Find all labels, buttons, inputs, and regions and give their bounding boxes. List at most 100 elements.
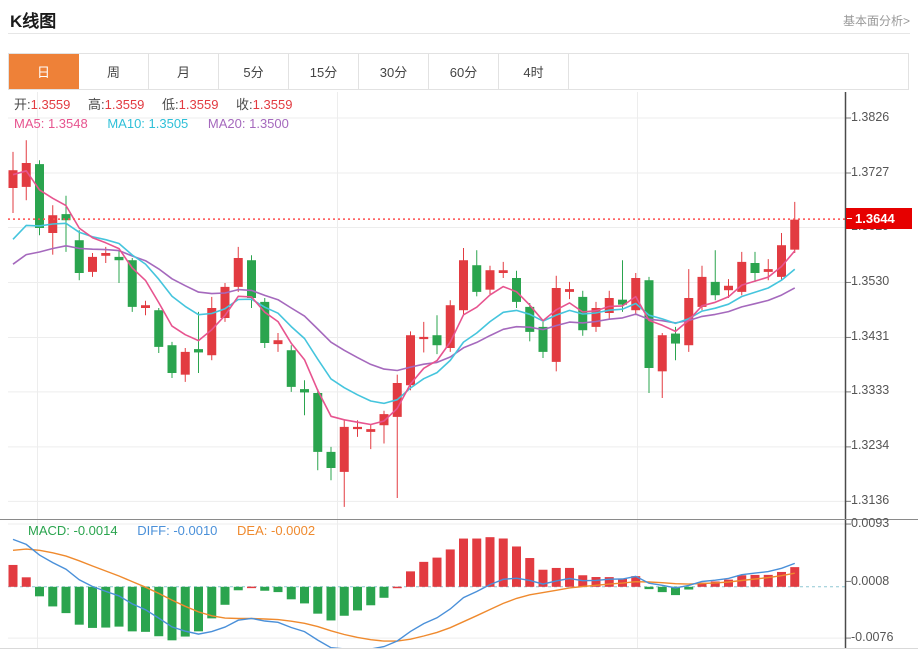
macd-bar bbox=[88, 586, 97, 628]
candle bbox=[260, 301, 270, 343]
macd-bar bbox=[101, 586, 111, 628]
candle bbox=[724, 285, 733, 291]
tab-30min[interactable]: 30分 bbox=[359, 54, 429, 89]
macd-bar bbox=[459, 538, 468, 587]
close-label: 收: bbox=[236, 97, 253, 112]
macd-bar bbox=[406, 571, 415, 587]
macd-legend: MACD: -0.0014 DIFF: -0.0010 DEA: -0.0002 bbox=[28, 523, 315, 538]
macd-bar bbox=[392, 586, 402, 589]
open-label: 开: bbox=[14, 97, 31, 112]
macd-bar bbox=[326, 586, 336, 621]
macd-bar bbox=[644, 586, 654, 590]
macd-value: MACD: -0.0014 bbox=[28, 523, 118, 538]
macd-bar bbox=[21, 577, 31, 587]
diff-value: DIFF: -0.0010 bbox=[137, 523, 218, 538]
dea-line bbox=[12, 548, 795, 642]
current-price-value: 1.3644 bbox=[855, 211, 895, 226]
candle bbox=[21, 163, 31, 187]
macd-bar bbox=[657, 586, 667, 593]
candle bbox=[379, 414, 389, 426]
diff-line bbox=[12, 538, 795, 648]
macd-bar bbox=[233, 586, 243, 591]
ohlc-legend: 开:1.3559 高:1.3559 低:1.3559 收:1.3559 bbox=[14, 94, 306, 113]
tab-60min[interactable]: 60分 bbox=[429, 54, 499, 89]
macd-bar bbox=[777, 571, 786, 587]
macd-bar bbox=[339, 586, 349, 616]
macd-bar bbox=[180, 586, 190, 637]
ma10-line bbox=[12, 222, 796, 405]
macd-bar bbox=[207, 586, 217, 619]
candle bbox=[35, 164, 44, 228]
candle bbox=[790, 219, 800, 250]
candle bbox=[194, 349, 203, 353]
macd-bar bbox=[273, 586, 283, 593]
macd-bar bbox=[300, 586, 309, 604]
candle bbox=[141, 305, 150, 308]
candle bbox=[432, 335, 442, 346]
candle bbox=[763, 269, 773, 272]
title-divider bbox=[8, 33, 910, 34]
candle bbox=[657, 335, 667, 372]
candle bbox=[154, 310, 164, 347]
ma10-legend: MA10: 1.3505 bbox=[107, 116, 189, 131]
macd-bar bbox=[366, 586, 376, 606]
macd-bar bbox=[445, 549, 455, 587]
tab-4hour[interactable]: 4时 bbox=[499, 54, 569, 89]
macd-bar bbox=[379, 586, 389, 598]
ma5-legend: MA5: 1.3548 bbox=[14, 116, 88, 131]
candle bbox=[618, 299, 627, 305]
candle bbox=[604, 298, 614, 313]
macd-bar bbox=[260, 586, 270, 591]
price-tag-tick-icon bbox=[847, 218, 852, 219]
candle bbox=[74, 240, 84, 273]
grid-lines bbox=[8, 92, 851, 648]
macd-bar bbox=[167, 586, 177, 641]
candle bbox=[459, 260, 468, 311]
page-title: K线图 bbox=[10, 12, 57, 31]
macd-bar bbox=[790, 567, 800, 587]
macd-bar bbox=[419, 561, 429, 587]
candle bbox=[406, 335, 415, 386]
current-price-tag: 1.3644 bbox=[846, 208, 912, 229]
close-value: 1.3559 bbox=[252, 97, 293, 112]
macd-bar bbox=[353, 586, 362, 611]
candle bbox=[671, 333, 680, 344]
macd-bar bbox=[194, 586, 203, 632]
macd-bar bbox=[763, 574, 773, 587]
candle bbox=[101, 253, 111, 256]
macd-bar bbox=[538, 569, 548, 587]
candle bbox=[127, 260, 137, 307]
macd-bar bbox=[220, 586, 230, 605]
candle bbox=[777, 245, 786, 277]
macd-bar bbox=[604, 577, 614, 587]
candles-layer bbox=[8, 140, 800, 507]
tab-month[interactable]: 月 bbox=[149, 54, 219, 89]
candle bbox=[180, 351, 190, 375]
price-axis-label: 1.3727 bbox=[851, 165, 890, 179]
macd-bar bbox=[472, 538, 482, 587]
macd-bar bbox=[525, 558, 535, 587]
price-axis-label: 1.3826 bbox=[851, 110, 890, 124]
open-value: 1.3559 bbox=[30, 97, 71, 112]
macd-bar bbox=[48, 586, 58, 607]
ma-legend: MA5: 1.3548 MA10: 1.3505 MA20: 1.3500 bbox=[14, 116, 289, 131]
fundamental-analysis-link[interactable]: 基本面分析> bbox=[842, 14, 910, 28]
tab-day[interactable]: 日 bbox=[9, 54, 79, 89]
candle bbox=[485, 270, 495, 290]
candle bbox=[710, 281, 720, 296]
candle bbox=[233, 258, 243, 287]
candle bbox=[591, 308, 601, 327]
tab-week[interactable]: 周 bbox=[79, 54, 149, 89]
price-axis-label: 1.3431 bbox=[851, 329, 890, 343]
tab-15min[interactable]: 15分 bbox=[289, 54, 359, 89]
candle bbox=[565, 289, 574, 292]
tab-5min[interactable]: 5分 bbox=[219, 54, 289, 89]
macd-bar bbox=[671, 586, 680, 596]
macd-bar bbox=[74, 586, 84, 625]
candle bbox=[300, 389, 309, 393]
macd-bar bbox=[724, 579, 733, 587]
candle bbox=[286, 350, 296, 387]
macd-layer bbox=[8, 537, 800, 648]
low-label: 低: bbox=[162, 97, 179, 112]
